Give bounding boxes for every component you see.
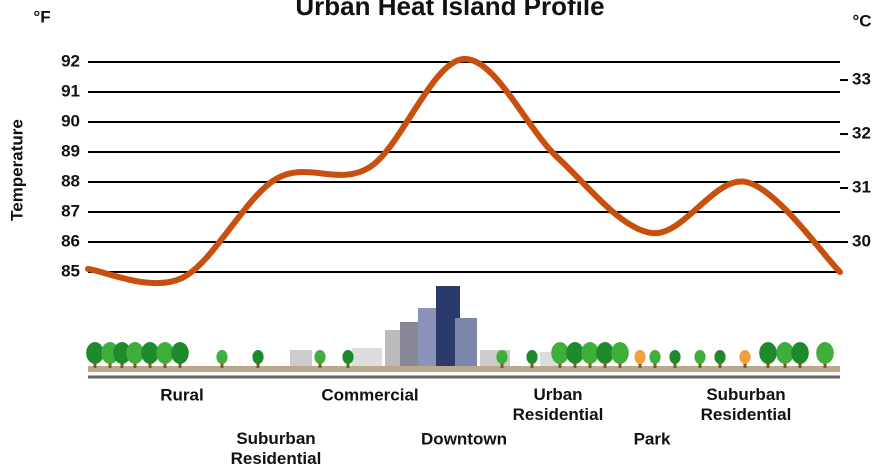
tree bbox=[791, 342, 809, 364]
tree bbox=[126, 342, 144, 364]
tree bbox=[714, 350, 725, 364]
tree bbox=[314, 350, 325, 364]
tree bbox=[759, 342, 777, 364]
tree bbox=[86, 342, 104, 364]
x-tick-label: Park bbox=[634, 429, 671, 448]
chart-title: Urban Heat Island Profile bbox=[295, 0, 604, 21]
tree bbox=[581, 342, 599, 364]
tree bbox=[776, 342, 794, 364]
tree bbox=[611, 342, 629, 364]
tree bbox=[551, 342, 569, 364]
x-tick-label: Commercial bbox=[321, 385, 418, 404]
tree bbox=[342, 350, 353, 364]
x-tick-label: Downtown bbox=[421, 429, 507, 448]
tree bbox=[496, 350, 507, 364]
tree bbox=[816, 342, 834, 364]
y-unit: °F bbox=[33, 7, 50, 26]
tree bbox=[596, 342, 614, 364]
tree bbox=[141, 342, 159, 364]
y-tick-label: 85 bbox=[61, 261, 80, 280]
y-tick-label: 90 bbox=[61, 111, 80, 130]
ground bbox=[88, 366, 840, 372]
tree bbox=[252, 350, 263, 364]
y2-tick-label: 32 bbox=[852, 124, 871, 143]
chart: Urban Heat Island Profile °F °C Temperat… bbox=[0, 0, 879, 475]
y-tick-label: 88 bbox=[61, 171, 80, 190]
y2-tick-label: 31 bbox=[852, 178, 871, 197]
tree bbox=[566, 342, 584, 364]
tree bbox=[171, 342, 189, 364]
y2-unit: °C bbox=[852, 11, 871, 30]
tree bbox=[156, 342, 174, 364]
building bbox=[455, 318, 477, 372]
y-tick-label: 87 bbox=[61, 201, 80, 220]
y-axis-label: Temperature bbox=[7, 119, 26, 221]
y-tick-label: 91 bbox=[61, 81, 80, 100]
tree bbox=[694, 350, 705, 364]
y-tick-label: 92 bbox=[61, 51, 80, 70]
tree bbox=[634, 350, 645, 364]
y-tick-label: 89 bbox=[61, 141, 80, 160]
tree bbox=[526, 350, 537, 364]
tree bbox=[669, 350, 680, 364]
x-tick-label: Rural bbox=[160, 385, 203, 404]
tree bbox=[216, 350, 227, 364]
tree bbox=[649, 350, 660, 364]
scenery bbox=[86, 286, 840, 372]
tree bbox=[739, 350, 750, 364]
y2-tick-label: 33 bbox=[852, 70, 871, 89]
y-tick-label: 86 bbox=[61, 231, 80, 250]
y2-tick-label: 30 bbox=[852, 232, 871, 251]
